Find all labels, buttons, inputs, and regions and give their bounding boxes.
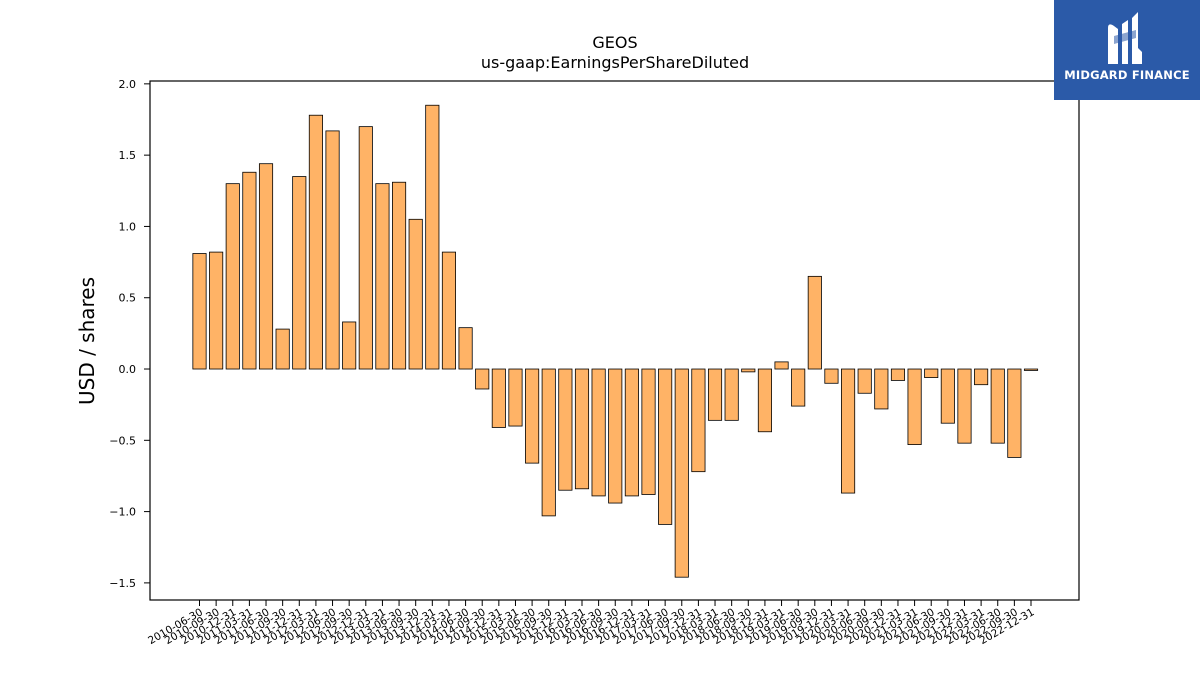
chart-subtitle: us-gaap:EarningsPerShareDiluted	[481, 53, 749, 72]
bar-2014-12-31	[491, 368, 506, 428]
bar-2017-09-30	[674, 368, 689, 578]
brand-logo: MIDGARD FINANCE	[1054, 0, 1200, 100]
y-axis-label: USD / shares	[75, 277, 99, 405]
bar-2020-06-30	[857, 368, 872, 394]
bar-2020-12-31	[890, 368, 906, 381]
bar-2018-12-31	[757, 368, 772, 433]
brand-name: MIDGARD FINANCE	[1064, 68, 1190, 82]
bar-2012-09-30	[342, 321, 357, 370]
y-tick-label: 1.5	[119, 149, 137, 162]
y-tick-label: 0.5	[119, 292, 137, 305]
y-tick-label: 0.0	[119, 363, 137, 376]
bar-2017-03-31	[641, 368, 656, 495]
bar-2022-12-31	[1023, 368, 1039, 371]
bar-2020-09-30	[874, 368, 889, 410]
y-tick-label: 2.0	[119, 78, 137, 91]
bar-2021-09-30	[940, 368, 955, 424]
bar-2018-06-30	[724, 368, 739, 421]
bar-2013-06-30	[392, 181, 407, 370]
bar-2012-12-31	[358, 126, 373, 370]
bar-2013-12-31	[425, 104, 440, 370]
y-tick-label: −1.0	[109, 506, 136, 519]
y-tick-label: −0.5	[109, 434, 136, 447]
bar-2014-06-30	[458, 327, 473, 370]
bar-2022-09-30	[1007, 368, 1022, 458]
bar-2013-09-30	[408, 218, 423, 370]
bar-2018-03-31	[707, 368, 723, 421]
bar-2011-09-30	[275, 328, 290, 370]
bar-2011-03-31	[242, 171, 257, 370]
x-axis: 2010-06-302010-09-302010-12-312011-03-31…	[146, 600, 1037, 647]
y-tick-label: 1.0	[119, 220, 137, 233]
bar-2014-03-31	[441, 251, 456, 370]
bar-2019-09-30	[807, 275, 822, 370]
chart-title: GEOS	[592, 33, 637, 52]
bar-2020-03-31	[841, 368, 856, 494]
bar-2019-12-31	[824, 368, 839, 384]
bar-2016-03-31	[574, 368, 590, 490]
bar-2013-03-31	[375, 183, 390, 370]
bar-2021-06-30	[924, 368, 939, 378]
bar-2011-12-31	[292, 176, 307, 370]
bar-2010-12-31	[225, 183, 240, 370]
midgard-logo-icon	[1108, 12, 1142, 64]
bar-2016-09-30	[608, 368, 623, 504]
y-axis: −1.5 −1.0 −0.5 0.0 0.5 1.0 1.5 2.0	[109, 78, 150, 590]
bars-group	[192, 104, 1039, 578]
bar-2012-03-31	[308, 114, 323, 370]
bar-2015-12-31	[558, 368, 573, 491]
bar-2016-12-31	[624, 368, 639, 497]
bar-2019-06-30	[791, 368, 806, 407]
bar-2017-12-31	[691, 368, 706, 473]
bar-2021-12-31	[957, 368, 972, 444]
bar-2014-09-30	[475, 368, 490, 390]
bar-2022-06-30	[990, 368, 1005, 444]
bar-2019-03-31	[774, 361, 789, 370]
bar-2022-03-31	[974, 368, 989, 386]
bar-2012-06-30	[325, 130, 340, 370]
plot-frame	[149, 80, 1080, 601]
y-tick-label: −1.5	[109, 577, 136, 590]
bar-2016-06-30	[591, 368, 606, 497]
bar-2015-03-31	[508, 368, 523, 427]
bar-2017-06-30	[658, 368, 673, 525]
bar-2011-06-30	[258, 163, 274, 370]
bar-2010-06-30	[192, 253, 207, 370]
bar-2015-06-30	[525, 368, 540, 464]
bar-2021-03-31	[907, 368, 922, 445]
bar-2010-09-30	[209, 251, 224, 370]
bar-2018-09-30	[741, 368, 756, 373]
bar-2015-09-30	[541, 368, 556, 517]
